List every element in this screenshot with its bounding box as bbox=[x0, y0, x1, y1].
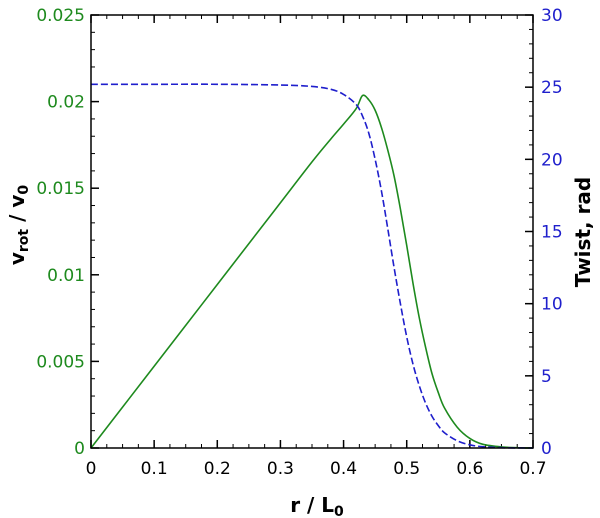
y-right-tick-label: 15 bbox=[541, 223, 563, 243]
y-right-tick-label: 20 bbox=[541, 150, 563, 170]
x-axis-title: r / L0 bbox=[290, 493, 344, 518]
x-tick-label: 0.3 bbox=[267, 459, 294, 479]
rotation-velocity-line bbox=[90, 94, 534, 449]
y-left-tick-label: 0 bbox=[74, 439, 85, 459]
series-layer bbox=[90, 83, 534, 449]
y-right-tick-label: 25 bbox=[541, 78, 563, 98]
x-tick-label: 0.7 bbox=[519, 459, 546, 479]
y-left-tick-label: 0.005 bbox=[36, 352, 85, 372]
twist-line bbox=[90, 83, 534, 449]
left-y-axis-title: vrot / v0 bbox=[5, 185, 32, 266]
y-left-tick-label: 0.01 bbox=[47, 266, 85, 286]
x-tick-label: 0.1 bbox=[141, 459, 168, 479]
y-right-tick-label: 0 bbox=[541, 439, 552, 459]
x-tick-label: 0.6 bbox=[456, 459, 483, 479]
y-left-tick-label: 0.02 bbox=[47, 93, 85, 113]
x-tick-label: 0.4 bbox=[330, 459, 357, 479]
y-left-tick-label: 0.015 bbox=[36, 179, 85, 199]
y-right-tick-label: 5 bbox=[541, 367, 552, 387]
right-y-axis-title: Twist, rad bbox=[571, 177, 595, 287]
y-right-tick-label: 30 bbox=[541, 6, 563, 26]
x-tick-label: 0.5 bbox=[393, 459, 420, 479]
y-left-tick-label: 0.025 bbox=[36, 6, 85, 26]
right-y-axis-ticks: 0 5 10 15 20 25 30 bbox=[525, 6, 563, 459]
left-y-axis-ticks: 0 0.005 0.01 0.015 0.02 0.025 bbox=[36, 6, 99, 459]
x-axis-ticks: 0 0.1 0.2 0.3 0.4 0.5 0.6 0.7 bbox=[86, 15, 547, 479]
plot-frame bbox=[90, 14, 534, 449]
x-tick-label: 0 bbox=[86, 459, 97, 479]
x-tick-label: 0.2 bbox=[204, 459, 231, 479]
y-right-tick-label: 10 bbox=[541, 295, 563, 315]
